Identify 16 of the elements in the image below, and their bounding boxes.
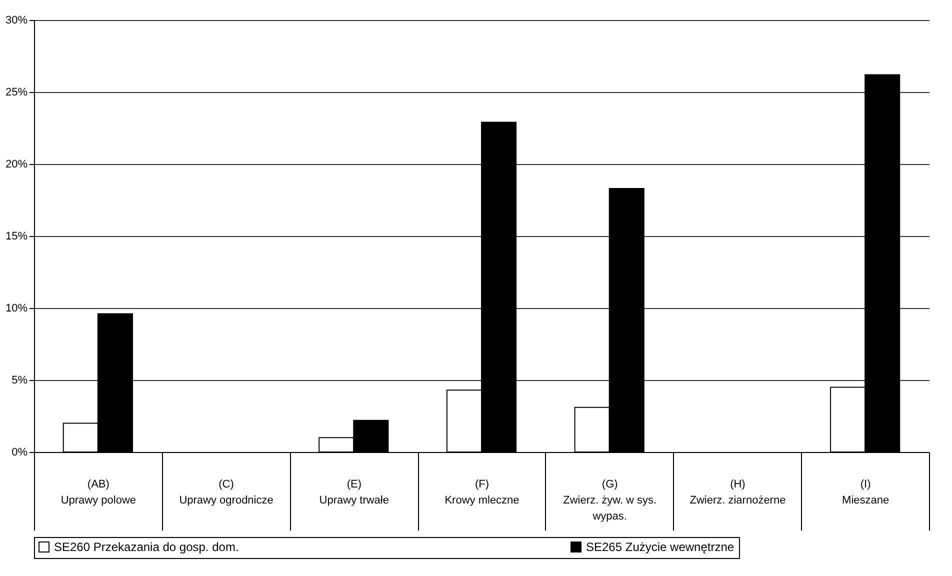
x-tick-label: (I) Mieszane — [842, 478, 890, 506]
x-tick-label: (AB) Uprawy polowe — [60, 478, 136, 506]
y-tick-label: 30% — [5, 14, 28, 26]
y-tick-label: 25% — [5, 86, 28, 98]
x-tick-label: (H) Zwierz. ziarnożerne — [690, 478, 786, 506]
legend-label: SE265 Zużycie wewnętrzne — [586, 540, 734, 554]
x-tick-label: (C) Uprawy ogrodnicze — [179, 478, 274, 506]
y-tick-label: 10% — [5, 302, 28, 314]
y-tick-label: 5% — [12, 374, 28, 386]
y-tick-label: 15% — [5, 230, 28, 242]
x-tick-label: (F) Krowy mleczne — [444, 478, 520, 506]
y-tick-label: 0% — [12, 446, 28, 458]
y-tick-label: 20% — [5, 158, 28, 170]
x-tick-label: (G) Zwierz. żyw. w sys. wypas. — [563, 478, 657, 522]
legend-label: SE260 Przekazania do gosp. dom. — [54, 540, 239, 554]
x-tick-label: (E) Uprawy trwałe — [319, 478, 389, 506]
